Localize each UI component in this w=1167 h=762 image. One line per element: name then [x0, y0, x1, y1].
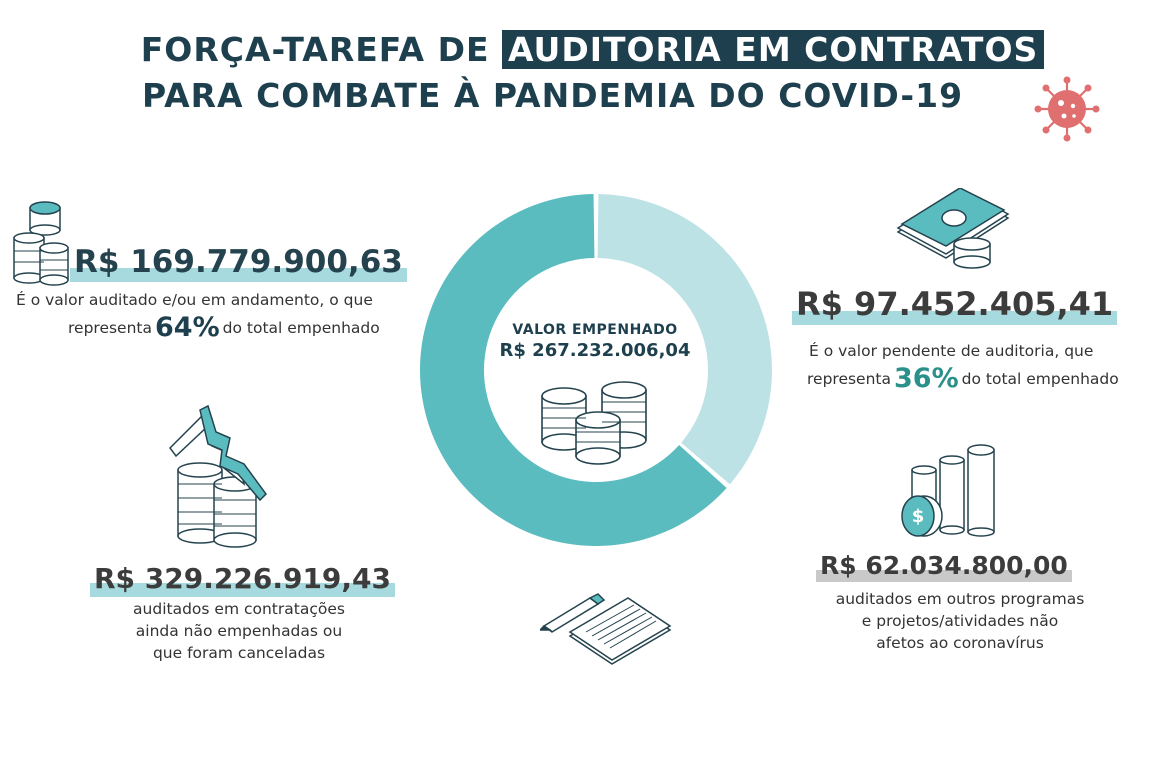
amount-audited-text: R$ 169.779.900,63: [74, 244, 403, 280]
donut-slice-audited: [420, 194, 727, 546]
desc-audited-pre: representa: [68, 319, 152, 337]
donut-slice-pending: [597, 194, 772, 485]
desc-other-programs-line: afetos ao coronavírus: [876, 634, 1044, 652]
amount-not-committed: R$ 329.226.919,43: [90, 562, 396, 597]
amount-not-committed-text: R$ 329.226.919,43: [94, 562, 392, 595]
desc-pending-post: do total empenhado: [961, 370, 1119, 388]
coin-stack-icon: [541, 381, 647, 465]
amount-audited: R$ 169.779.900,63: [70, 244, 407, 282]
donut-center-label: VALOR EMPENHADO R$ 267.232.006,04: [470, 322, 720, 361]
title-highlight: AUDITORIA EM CONTRATOS: [502, 30, 1045, 69]
desc-audited-line2: representa 64% do total empenhado: [68, 312, 380, 343]
desc-not-committed-line: auditados em contratações: [133, 600, 345, 618]
desc-not-committed-line: ainda não empenhadas ou: [135, 622, 343, 640]
desc-pending-pre: representa: [807, 370, 891, 388]
desc-pending-line2: representa 36% do total empenhado: [807, 363, 1119, 394]
notepad-pencil-icon: [540, 593, 672, 665]
desc-other-programs: auditados em outros programas e projetos…: [826, 588, 1094, 654]
amount-pending-text: R$ 97.452.405,41: [796, 285, 1114, 323]
cylinders-icon: $: [901, 444, 995, 537]
svg-text:$: $: [912, 506, 925, 527]
desc-audited-post: do total empenhado: [222, 319, 380, 337]
desc-other-programs-line: auditados em outros programas: [835, 590, 1085, 608]
money-bills-icon: [896, 188, 1010, 269]
falling-chart-icon: [169, 404, 267, 548]
title-line-1-text: FORÇA-TAREFA DE: [140, 30, 502, 69]
coin-stack-icon-left: [13, 201, 69, 286]
virus-icon: [1034, 76, 1100, 142]
desc-other-programs-line: e projetos/atividades não: [861, 612, 1059, 630]
center-label-text: VALOR EMPENHADO: [512, 322, 678, 338]
page-title: FORÇA-TAREFA DE AUDITORIA EM CONTRATOS P…: [0, 28, 1167, 120]
amount-other-programs-text: R$ 62.034.800,00: [820, 551, 1068, 580]
donut-chart: [420, 194, 772, 546]
desc-pending-line1: É o valor pendente de auditoria, que: [809, 342, 1094, 360]
title-line-1: FORÇA-TAREFA DE AUDITORIA EM CONTRATOS: [0, 28, 1167, 74]
desc-not-committed-line: que foram canceladas: [152, 644, 326, 662]
amount-pending: R$ 97.452.405,41: [792, 285, 1118, 325]
center-value-text: R$ 267.232.006,04: [499, 340, 691, 361]
percent-audited: 64%: [155, 312, 220, 343]
desc-audited-line1: É o valor auditado e/ou em andamento, o …: [16, 291, 373, 309]
desc-not-committed: auditados em contratações ainda não empe…: [114, 598, 364, 664]
percent-pending: 36%: [894, 363, 959, 394]
title-line-2: PARA COMBATE À PANDEMIA DO COVID-19: [141, 76, 964, 115]
amount-other-programs: R$ 62.034.800,00: [816, 551, 1072, 582]
